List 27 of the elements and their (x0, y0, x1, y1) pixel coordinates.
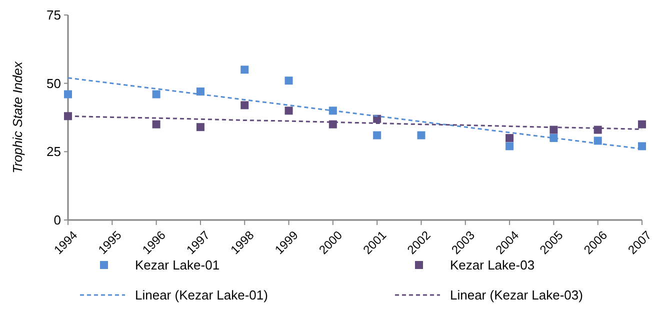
point (64, 90, 72, 98)
point (196, 123, 204, 132)
point (417, 131, 426, 140)
y-tick-label: 75 (46, 8, 61, 23)
point (373, 131, 382, 140)
point (550, 126, 558, 134)
point (152, 120, 160, 128)
point (594, 136, 602, 145)
point (284, 76, 293, 85)
y-tick-label: 25 (46, 144, 61, 160)
y-axis-title: Trophic State Index (10, 61, 25, 174)
point (638, 120, 646, 128)
y-tick-label: 0 (54, 212, 61, 228)
point (506, 142, 514, 150)
legend-label: Linear (Kezar Lake-03) (450, 288, 583, 303)
point (284, 106, 293, 115)
point (328, 106, 337, 115)
point (638, 142, 646, 150)
point (240, 66, 249, 74)
point (152, 90, 160, 98)
y-tick-label: 50 (46, 76, 61, 91)
legend-label: Kezar Lake-03 (450, 258, 535, 273)
legend-label: Linear (Kezar Lake-01) (135, 288, 268, 303)
point (240, 101, 249, 110)
point (64, 112, 72, 120)
legend-label: Kezar Lake-01 (135, 258, 220, 273)
point (506, 134, 514, 142)
